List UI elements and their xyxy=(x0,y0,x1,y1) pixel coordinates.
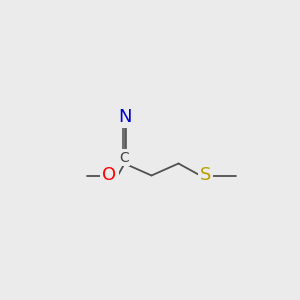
Text: S: S xyxy=(200,167,211,184)
Text: C: C xyxy=(120,151,129,164)
Text: N: N xyxy=(118,108,131,126)
Text: O: O xyxy=(102,167,117,184)
